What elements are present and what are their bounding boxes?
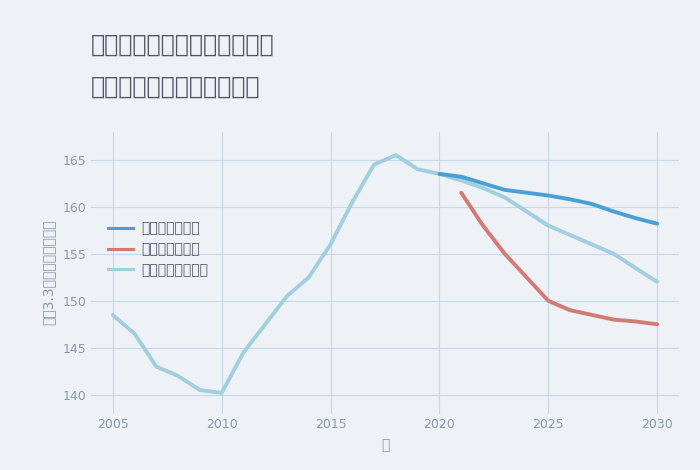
ノーマルシナリオ bbox=[588, 242, 596, 247]
ノーマルシナリオ bbox=[283, 293, 291, 299]
ノーマルシナリオ bbox=[479, 185, 487, 191]
グッドシナリオ bbox=[566, 196, 574, 202]
ノーマルシナリオ bbox=[218, 390, 226, 396]
グッドシナリオ bbox=[435, 171, 444, 177]
グッドシナリオ bbox=[544, 193, 552, 198]
ノーマルシナリオ bbox=[457, 178, 466, 183]
バッドシナリオ bbox=[522, 274, 531, 280]
ノーマルシナリオ bbox=[500, 195, 509, 200]
グッドシナリオ bbox=[653, 221, 662, 227]
ノーマルシナリオ bbox=[130, 331, 139, 337]
バッドシナリオ bbox=[479, 223, 487, 228]
ノーマルシナリオ bbox=[631, 265, 640, 271]
ノーマルシナリオ bbox=[239, 350, 248, 355]
ノーマルシナリオ bbox=[174, 373, 182, 379]
バッドシナリオ bbox=[588, 312, 596, 318]
ノーマルシナリオ bbox=[435, 171, 444, 177]
バッドシナリオ bbox=[500, 251, 509, 257]
ノーマルシナリオ bbox=[653, 279, 662, 285]
グッドシナリオ bbox=[631, 215, 640, 221]
グッドシナリオ bbox=[479, 180, 487, 186]
Line: バッドシナリオ: バッドシナリオ bbox=[461, 193, 657, 324]
グッドシナリオ bbox=[500, 187, 509, 193]
グッドシナリオ bbox=[588, 201, 596, 207]
ノーマルシナリオ bbox=[152, 364, 160, 369]
ノーマルシナリオ bbox=[304, 274, 313, 280]
ノーマルシナリオ bbox=[196, 387, 204, 393]
バッドシナリオ bbox=[566, 307, 574, 313]
ノーマルシナリオ bbox=[261, 321, 270, 327]
X-axis label: 年: 年 bbox=[381, 439, 389, 453]
ノーマルシナリオ bbox=[108, 312, 117, 318]
Text: 中古マンションの価格推移: 中古マンションの価格推移 bbox=[91, 75, 260, 99]
バッドシナリオ bbox=[457, 190, 466, 196]
ノーマルシナリオ bbox=[370, 162, 378, 167]
バッドシナリオ bbox=[610, 317, 618, 322]
ノーマルシナリオ bbox=[392, 152, 400, 158]
バッドシナリオ bbox=[544, 298, 552, 304]
ノーマルシナリオ bbox=[348, 199, 356, 205]
Line: ノーマルシナリオ: ノーマルシナリオ bbox=[113, 155, 657, 393]
バッドシナリオ bbox=[631, 319, 640, 324]
グッドシナリオ bbox=[457, 174, 466, 180]
ノーマルシナリオ bbox=[522, 209, 531, 214]
Line: グッドシナリオ: グッドシナリオ bbox=[440, 174, 657, 224]
Legend: グッドシナリオ, バッドシナリオ, ノーマルシナリオ: グッドシナリオ, バッドシナリオ, ノーマルシナリオ bbox=[104, 218, 213, 282]
ノーマルシナリオ bbox=[544, 223, 552, 228]
Text: 兵庫県西宮市山口町下山口の: 兵庫県西宮市山口町下山口の bbox=[91, 33, 274, 57]
ノーマルシナリオ bbox=[566, 232, 574, 238]
グッドシナリオ bbox=[610, 209, 618, 214]
Y-axis label: 平（3.3㎡）単価（万円）: 平（3.3㎡）単価（万円） bbox=[41, 220, 55, 325]
ノーマルシナリオ bbox=[326, 242, 335, 247]
ノーマルシナリオ bbox=[414, 166, 422, 172]
バッドシナリオ bbox=[653, 321, 662, 327]
ノーマルシナリオ bbox=[610, 251, 618, 257]
グッドシナリオ bbox=[522, 190, 531, 196]
